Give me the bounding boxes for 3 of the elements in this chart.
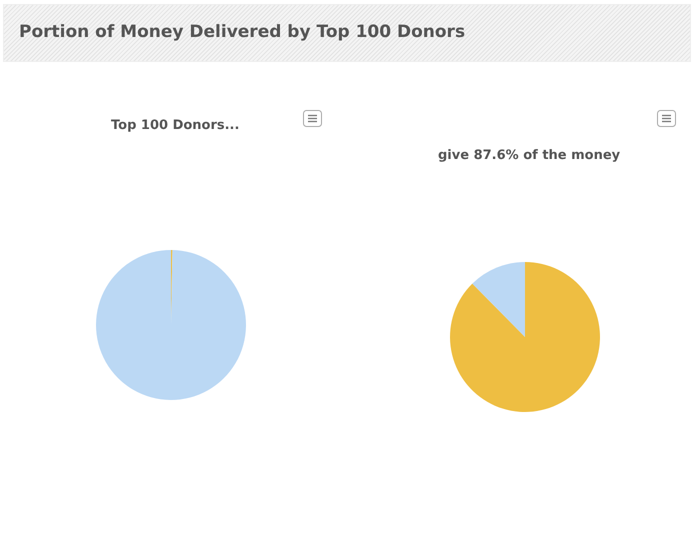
chart-subtitle: Top 100 Donors... <box>111 118 240 133</box>
chart-title: Portion of Money Delivered by Top 100 Donors <box>19 22 466 42</box>
chart-title: give 87.6% of the money <box>438 148 621 163</box>
